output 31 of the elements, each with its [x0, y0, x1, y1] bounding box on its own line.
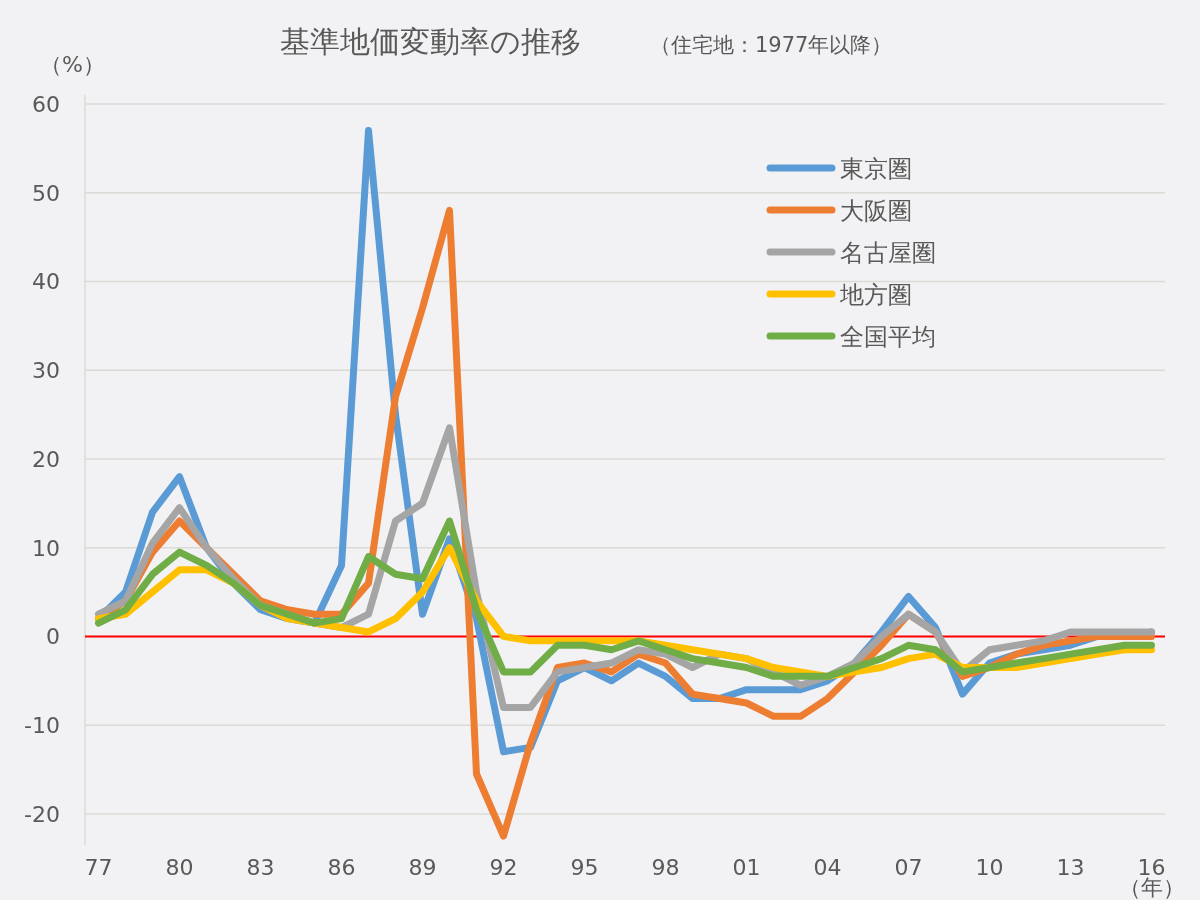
y-tick-label: 10 [32, 535, 60, 561]
y-tick-label: 50 [32, 180, 60, 206]
chart-title: 基準地価変動率の推移 [279, 24, 581, 59]
chart-subtitle: （住宅地：1977年以降） [650, 33, 893, 57]
x-tick-label: 89 [408, 855, 437, 880]
y-tick-label: 30 [32, 358, 60, 384]
x-axis-title: （年） [1119, 875, 1185, 900]
x-tick-label: 83 [246, 855, 275, 880]
x-tick-label: 95 [570, 855, 599, 880]
x-tick-label: 01 [732, 855, 761, 880]
y-axis-title: （%） [40, 52, 105, 77]
y-tick-label: 60 [32, 91, 60, 117]
x-tick-label: 80 [165, 855, 194, 880]
y-tick-label: -20 [24, 801, 60, 827]
legend-label: 東京圏 [840, 155, 912, 183]
x-tick-label: 86 [327, 855, 356, 880]
x-tick-label: 98 [651, 855, 680, 880]
legend-label: 大阪圏 [840, 197, 912, 225]
x-tick-label: 04 [813, 855, 842, 880]
x-tick-label: 77 [84, 855, 113, 880]
x-tick-label: 92 [489, 855, 518, 880]
legend-label: 地方圏 [839, 281, 912, 309]
y-tick-label: 20 [32, 446, 60, 472]
x-tick-label: 10 [975, 855, 1004, 880]
legend-label: 名古屋圏 [840, 239, 936, 267]
legend-label: 全国平均 [840, 323, 936, 351]
x-tick-label: 07 [894, 855, 923, 880]
y-tick-label: -10 [24, 713, 60, 739]
x-tick-label: 13 [1056, 855, 1085, 880]
y-tick-label: 0 [46, 624, 60, 650]
y-tick-label: 40 [32, 269, 60, 295]
